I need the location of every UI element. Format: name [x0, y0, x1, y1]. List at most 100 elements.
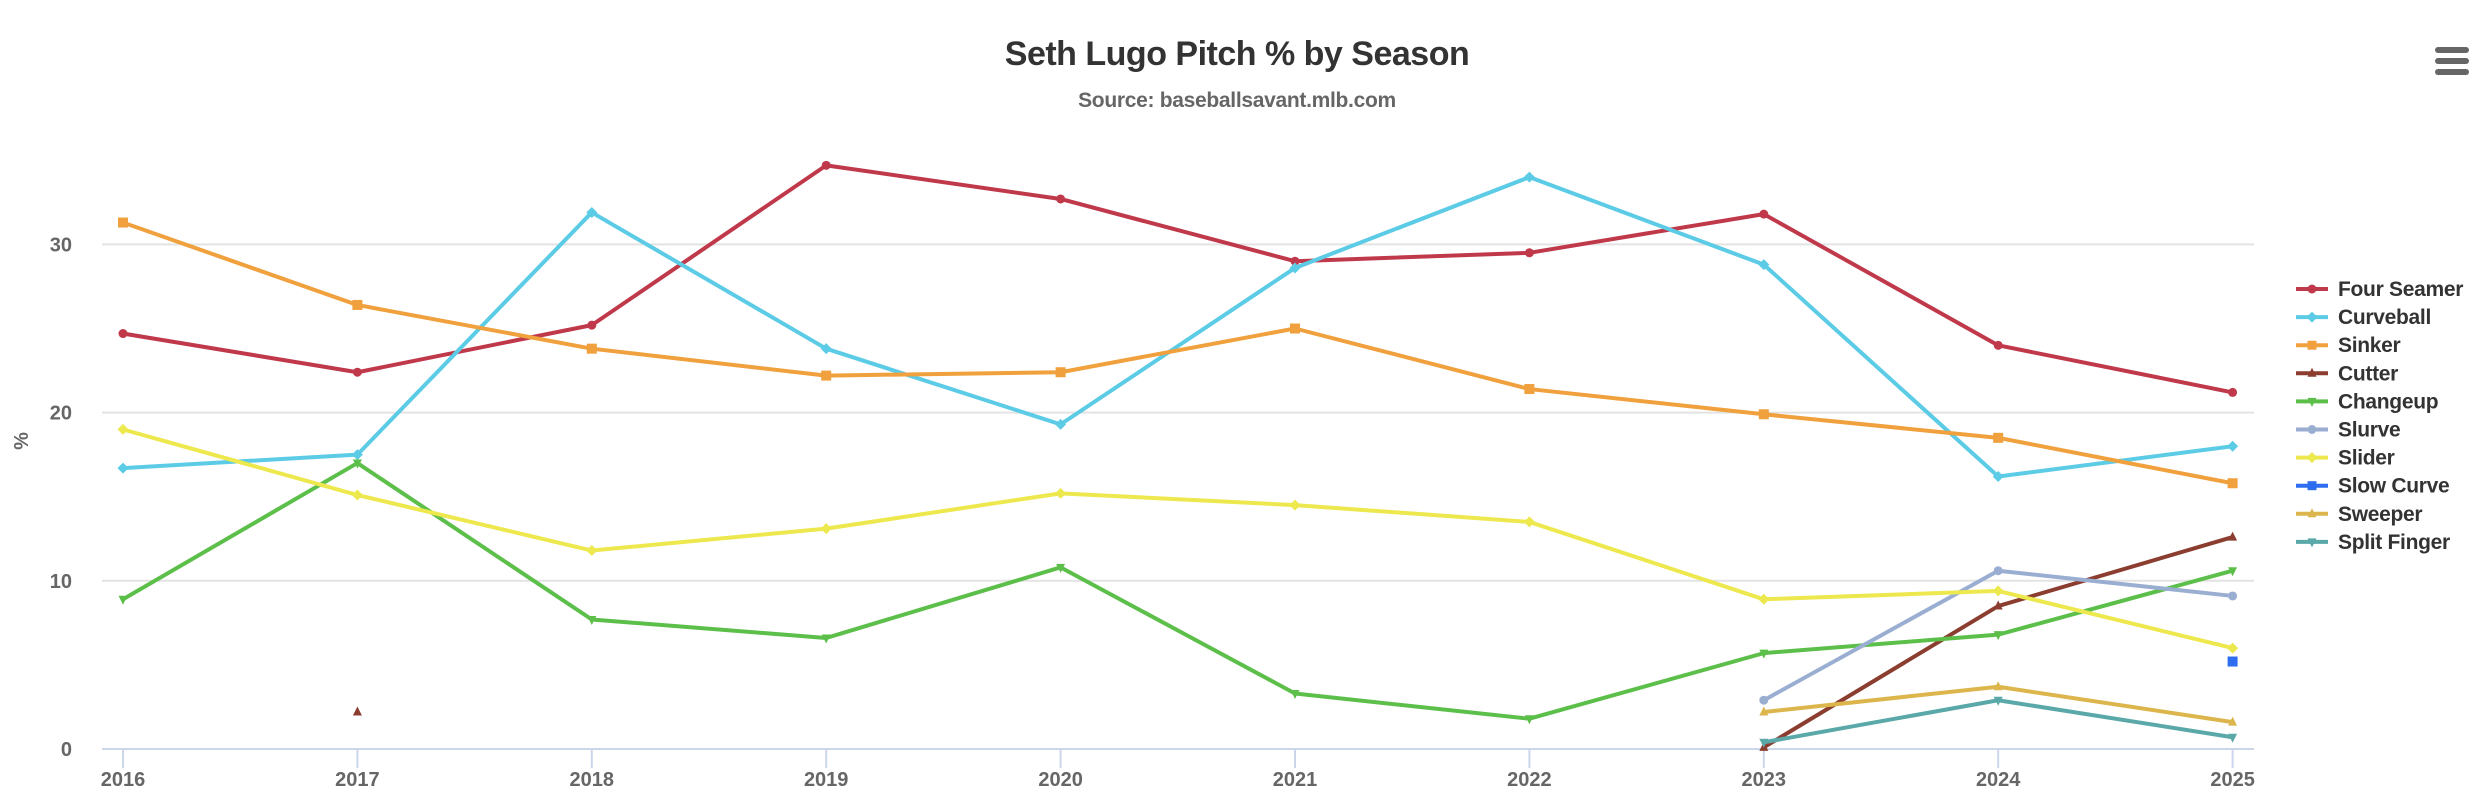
data-point-changeup[interactable] [1290, 689, 1300, 699]
data-point-slider[interactable] [1992, 585, 2004, 597]
data-point-slider[interactable] [820, 523, 832, 535]
series-slider [117, 423, 2239, 654]
legend-label: Cutter [2338, 362, 2398, 385]
data-point-slurve[interactable] [2228, 591, 2238, 601]
legend-marker[interactable] [2307, 425, 2317, 434]
legend-marker[interactable] [2307, 340, 2317, 350]
y-tick-label: 0 [61, 739, 72, 761]
data-point-curveball[interactable] [117, 462, 129, 474]
legend-marker[interactable] [2307, 508, 2317, 518]
legend-item-sinker[interactable]: Sinker [2296, 334, 2401, 357]
x-axis: 2016 2017 2018 2019 2020 2021 2022 2023 2024 2025 [101, 748, 2255, 791]
data-point-four-seamer[interactable] [352, 367, 362, 377]
data-point-sinker[interactable] [1758, 409, 1769, 420]
data-point-changeup[interactable] [2228, 567, 2238, 577]
data-point-sinker[interactable] [352, 299, 363, 310]
data-point-slider[interactable] [1055, 487, 1067, 499]
data-point-changeup[interactable] [1056, 563, 1066, 573]
series-line-curveball[interactable] [121, 175, 2235, 479]
legend-item-cutter[interactable]: Cutter [2296, 362, 2398, 385]
legend-marker[interactable] [2307, 538, 2317, 548]
data-point-slider[interactable] [2227, 642, 2239, 654]
legend-item-changeup[interactable]: Changeup [2296, 390, 2439, 413]
data-point-four-seamer[interactable] [1759, 209, 1769, 219]
legend-item-slow-curve[interactable]: Slow Curve [2296, 475, 2450, 498]
data-point-four-seamer[interactable] [1056, 194, 1066, 204]
data-point-four-seamer[interactable] [1524, 248, 1534, 258]
chart-subtitle: Source: baseballsavant.mlb.com [1078, 89, 1396, 112]
data-point-four-seamer[interactable] [118, 329, 128, 339]
data-point-curveball[interactable] [1289, 262, 1301, 274]
legend-marker[interactable] [2307, 481, 2317, 491]
data-point-curveball[interactable] [820, 343, 832, 355]
data-point-changeup[interactable] [1993, 631, 2003, 641]
data-point-slurve[interactable] [1759, 695, 1769, 705]
data-point-curveball[interactable] [1992, 471, 2004, 483]
data-point-sinker[interactable] [1524, 384, 1535, 395]
data-point-changeup[interactable] [1524, 715, 1534, 725]
data-point-curveball[interactable] [1523, 171, 1535, 183]
data-point-cutter[interactable] [2228, 531, 2238, 541]
data-point-four-seamer[interactable] [587, 320, 597, 330]
data-point-slider[interactable] [1289, 499, 1301, 511]
data-point-slider[interactable] [1523, 516, 1535, 528]
series-line-slider[interactable] [121, 427, 2235, 651]
data-point-curveball[interactable] [1758, 259, 1770, 271]
data-point-curveball[interactable] [586, 206, 598, 218]
legend-item-sweeper[interactable]: Sweeper [2296, 503, 2423, 526]
data-point-curveball[interactable] [2227, 440, 2239, 452]
data-point-changeup[interactable] [821, 634, 831, 644]
data-point-sinker[interactable] [1290, 323, 1300, 334]
legend-item-four-seamer[interactable]: Four Seamer [2296, 278, 2464, 301]
data-point-four-seamer[interactable] [1290, 256, 1300, 266]
data-point-sinker[interactable] [2227, 478, 2238, 489]
legend-marker[interactable] [2306, 452, 2318, 464]
legend-item-split-finger[interactable]: Split Finger [2296, 531, 2450, 554]
data-point-slow-curve[interactable] [2227, 656, 2238, 667]
data-point-changeup[interactable] [1759, 649, 1769, 659]
data-point-sinker[interactable] [586, 343, 597, 354]
hamburger-menu-icon[interactable] [2410, 0, 2469, 90]
data-point-sinker[interactable] [821, 370, 832, 381]
legend-marker[interactable] [2306, 311, 2318, 323]
data-point-split-finger[interactable] [2228, 733, 2238, 743]
data-point-cutter[interactable] [1993, 600, 2003, 610]
series-split-finger [1759, 696, 2238, 748]
data-point-cutter[interactable] [352, 706, 362, 716]
data-point-four-seamer[interactable] [2228, 387, 2238, 397]
legend-marker[interactable] [2307, 397, 2317, 407]
data-point-slider[interactable] [1758, 593, 1770, 605]
data-point-sweeper[interactable] [2228, 716, 2238, 726]
legend-marker[interactable] [2307, 284, 2317, 294]
data-point-sweeper[interactable] [1993, 681, 2003, 691]
data-point-four-seamer[interactable] [1993, 340, 2003, 350]
series-curveball [117, 171, 2239, 483]
series-group [117, 160, 2239, 751]
data-point-sinker[interactable] [1055, 367, 1066, 378]
data-point-curveball[interactable] [1055, 418, 1067, 430]
data-point-split-finger[interactable] [1759, 738, 1769, 748]
data-point-slider[interactable] [117, 423, 129, 435]
data-point-slider[interactable] [351, 489, 363, 501]
data-point-sinker[interactable] [118, 217, 128, 228]
legend-label: Split Finger [2338, 531, 2450, 554]
data-point-split-finger[interactable] [1993, 696, 2003, 706]
legend-item-slurve[interactable]: Slurve [2296, 419, 2401, 442]
legend-item-curveball[interactable]: Curveball [2296, 306, 2431, 329]
data-point-slider[interactable] [586, 545, 598, 557]
data-point-slurve[interactable] [1993, 566, 2003, 576]
data-point-changeup[interactable] [118, 595, 128, 605]
series-line-changeup[interactable] [121, 461, 2235, 721]
legend-marker[interactable] [2307, 367, 2317, 377]
data-point-sweeper[interactable] [1759, 706, 1769, 716]
data-point-curveball[interactable] [351, 449, 363, 461]
y-tick-label: 10 [50, 571, 72, 593]
series-line-sinker[interactable] [121, 220, 2235, 486]
legend-item-slider[interactable]: Slider [2296, 447, 2395, 470]
data-point-changeup[interactable] [587, 615, 597, 625]
legend-label: Curveball [2338, 306, 2431, 329]
data-point-four-seamer[interactable] [821, 160, 831, 170]
series-line-four-seamer[interactable] [121, 163, 2235, 395]
data-point-sinker[interactable] [1993, 432, 2004, 443]
data-point-changeup[interactable] [352, 459, 362, 469]
